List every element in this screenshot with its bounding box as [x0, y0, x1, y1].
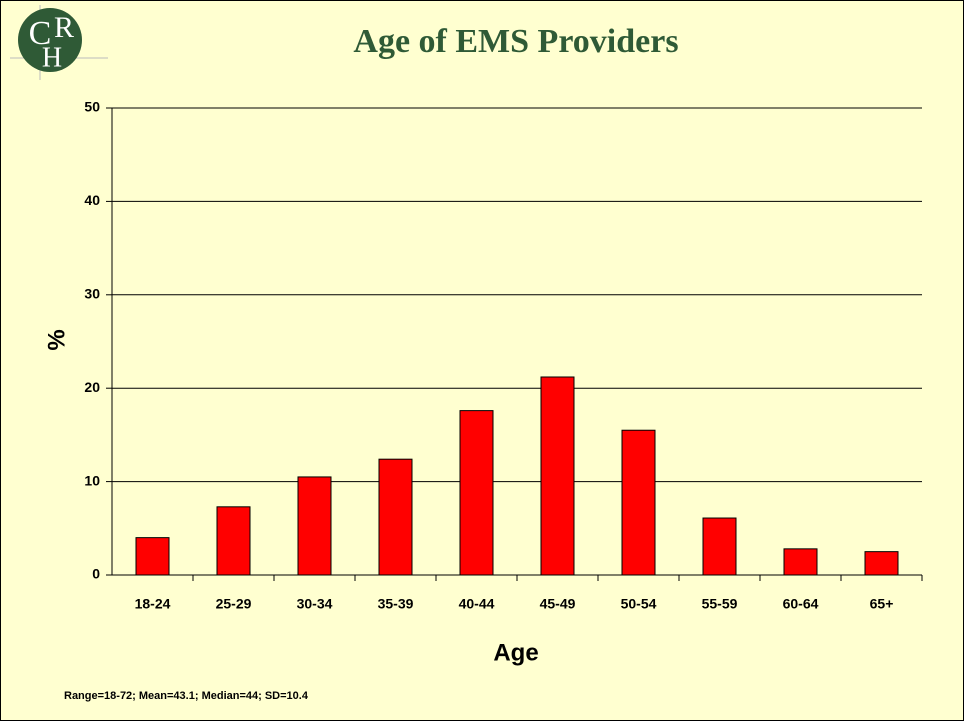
x-tick-label: 25-29 [216, 596, 252, 612]
y-tick-label: 40 [84, 192, 100, 208]
y-tick-label: 0 [92, 566, 100, 582]
logo: C R H [10, 5, 108, 80]
y-tick-label: 50 [84, 99, 100, 115]
y-tick-label: 30 [84, 286, 100, 302]
bar [135, 537, 170, 576]
bar [540, 376, 575, 576]
y-axis-label: % [43, 329, 70, 350]
logo-letter: R [54, 11, 74, 44]
logo-letter: C [29, 15, 52, 52]
logo-letter: H [42, 42, 62, 73]
bar [783, 548, 818, 576]
bar [216, 506, 251, 576]
x-tick-label: 40-44 [459, 596, 495, 612]
x-tick-label: 50-54 [621, 596, 657, 612]
footnote: Range=18-72; Mean=43.1; Median=44; SD=10… [64, 690, 309, 702]
bar [864, 551, 899, 576]
y-tick-label: 10 [84, 472, 100, 488]
bar [702, 517, 737, 576]
x-tick-label: 35-39 [378, 596, 414, 612]
x-tick-label: 60-64 [783, 596, 819, 612]
bar [459, 410, 494, 576]
bar [621, 429, 656, 576]
x-tick-label: 65+ [870, 596, 894, 612]
x-tick-label: 18-24 [135, 596, 171, 612]
x-tick-label: 45-49 [540, 596, 576, 612]
x-axis-label: Age [493, 639, 538, 666]
x-tick-label: 55-59 [702, 596, 738, 612]
chart-title: Age of EMS Providers [353, 23, 678, 60]
bar [378, 458, 413, 576]
x-tick-label: 30-34 [297, 596, 333, 612]
y-tick-label: 20 [84, 379, 100, 395]
logo-circle [18, 8, 82, 72]
bar [297, 476, 332, 576]
